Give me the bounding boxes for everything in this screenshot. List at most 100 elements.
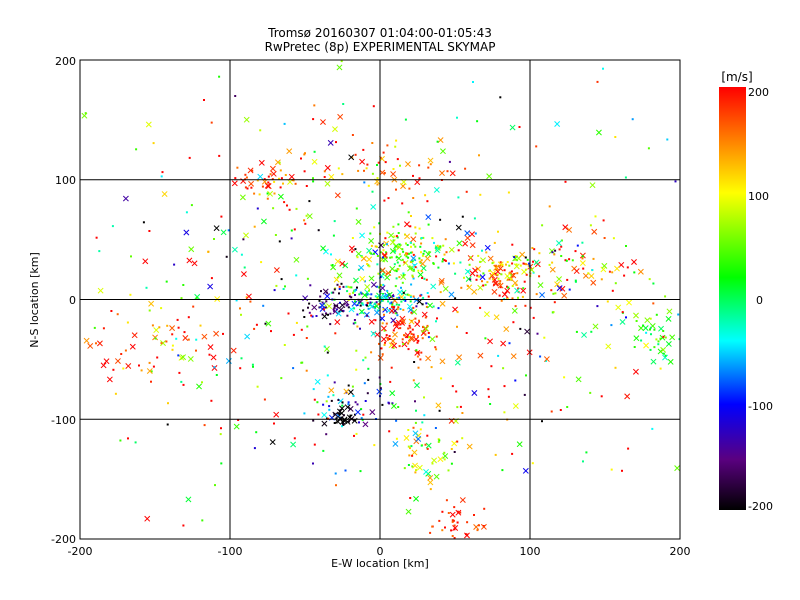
data-point-dot	[426, 447, 429, 450]
data-point-cross	[649, 323, 656, 329]
data-point-dot	[354, 401, 357, 404]
data-point-cross	[660, 346, 667, 353]
data-point-dot	[390, 366, 393, 369]
data-point-dot	[313, 104, 316, 107]
data-point-cross	[665, 315, 672, 322]
data-point-dot	[333, 288, 336, 291]
data-point-dot	[361, 256, 364, 259]
data-point-dot	[381, 353, 384, 356]
data-point-dot	[278, 240, 281, 243]
data-point-cross	[392, 331, 398, 338]
data-point-cross	[408, 318, 415, 325]
data-point-dot	[187, 316, 190, 319]
data-point-dot	[466, 521, 469, 524]
data-point-cross	[324, 180, 331, 187]
data-point-dot	[370, 244, 373, 247]
data-point-dot	[379, 276, 382, 279]
data-point-cross	[194, 293, 201, 300]
data-point-dot	[581, 257, 584, 260]
data-point-dot	[494, 453, 497, 456]
data-point-dot	[387, 300, 390, 303]
data-point-dot	[415, 409, 417, 412]
data-point-dot	[273, 422, 275, 425]
data-point-dot	[95, 236, 98, 239]
data-point-dot	[399, 308, 402, 310]
data-point-cross	[320, 119, 326, 125]
data-point-dot	[287, 312, 290, 315]
data-point-cross	[379, 285, 386, 292]
data-point-cross	[462, 240, 469, 247]
data-point-dot	[383, 244, 385, 247]
data-point-dot	[455, 390, 458, 393]
data-point-dot	[433, 241, 435, 244]
data-point-dot	[210, 277, 213, 280]
data-point-dot	[166, 423, 169, 426]
data-point-cross	[511, 307, 518, 314]
data-point-dot	[347, 420, 350, 423]
data-point-cross	[497, 282, 504, 289]
data-point-dot	[585, 451, 588, 454]
data-point-dot	[380, 284, 383, 287]
data-point-dot	[290, 229, 293, 232]
data-point-dot	[379, 156, 382, 159]
data-point-cross	[210, 354, 217, 361]
data-point-dot	[345, 391, 348, 394]
data-point-dot	[340, 60, 343, 63]
data-point-dot	[376, 255, 379, 257]
data-point-dot	[304, 222, 307, 225]
data-point-cross	[358, 308, 365, 315]
data-point-dot	[403, 334, 406, 337]
data-point-dot	[305, 337, 308, 339]
data-point-cross	[595, 129, 602, 136]
data-point-dot	[623, 274, 626, 277]
data-point-dot	[323, 176, 326, 178]
data-point-dot	[240, 253, 243, 256]
data-point-cross	[632, 368, 639, 375]
data-point-dot	[600, 278, 603, 281]
data-point-dot	[253, 327, 256, 330]
data-point-dot	[649, 328, 651, 331]
data-point-cross	[370, 330, 377, 337]
data-point-cross	[129, 343, 136, 350]
scatter-points	[81, 60, 680, 539]
data-point-dot	[550, 289, 553, 292]
data-point-dot	[496, 273, 499, 276]
data-point-cross	[377, 294, 384, 301]
data-point-dot	[431, 237, 434, 240]
data-point-dot	[476, 529, 479, 532]
data-point-cross	[471, 390, 478, 396]
data-point-cross	[336, 272, 343, 279]
data-point-dot	[423, 250, 426, 253]
data-point-cross	[377, 295, 384, 302]
data-point-dot	[391, 303, 394, 306]
data-point-cross	[267, 190, 274, 197]
data-point-dot	[524, 268, 527, 271]
data-point-dot	[379, 387, 382, 390]
data-point-dot	[167, 402, 169, 405]
data-point-dot	[337, 399, 340, 401]
data-point-dot	[316, 401, 319, 404]
data-point-dot	[301, 361, 304, 364]
data-point-dot	[325, 300, 328, 303]
plot-frame	[79, 59, 681, 540]
data-point-dot	[603, 237, 606, 239]
data-point-dot	[541, 420, 543, 423]
data-point-cross	[404, 233, 411, 240]
data-point-cross	[438, 277, 445, 284]
data-point-dot	[334, 332, 337, 335]
data-point-dot	[220, 215, 223, 218]
data-point-dot	[392, 295, 395, 298]
data-point-dot	[390, 301, 393, 304]
data-point-dot	[508, 272, 511, 275]
data-point-dot	[333, 304, 336, 307]
data-point-dot	[252, 365, 254, 368]
data-point-dot	[522, 262, 525, 265]
data-point-cross	[290, 441, 297, 448]
data-point-dot	[625, 316, 627, 319]
data-point-dot	[491, 278, 494, 281]
data-point-dot	[401, 322, 404, 325]
data-point-cross	[351, 300, 358, 307]
data-point-dot	[559, 409, 562, 411]
data-point-dot	[393, 263, 396, 266]
data-point-cross	[412, 430, 419, 437]
